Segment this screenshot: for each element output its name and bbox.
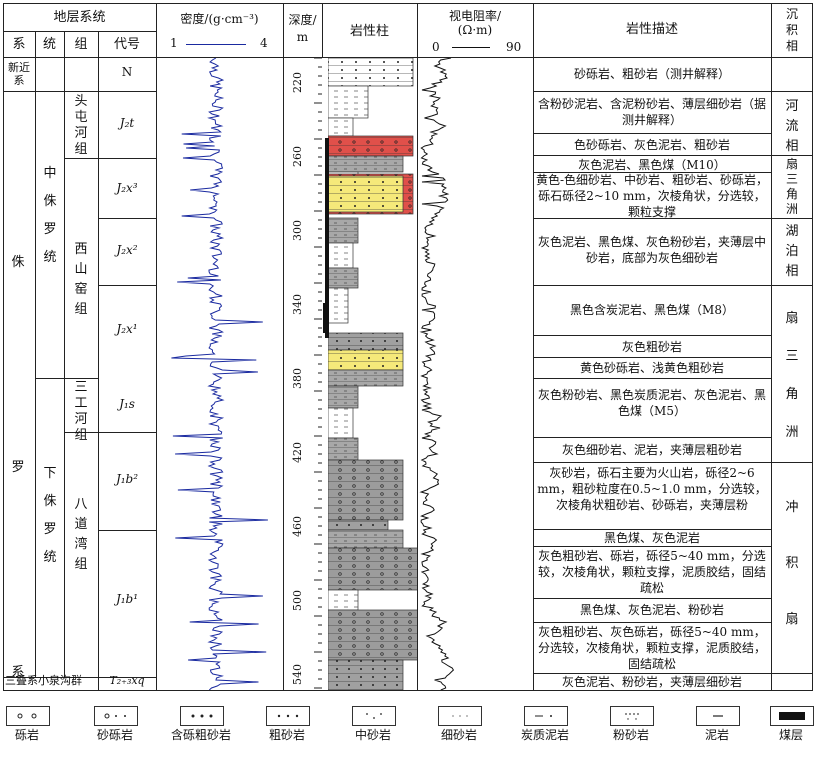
resistivity-unit: (Ω·m) — [457, 23, 493, 37]
legend-label-1: 砂砾岩 — [96, 728, 133, 742]
system-neogene: 新近系 — [8, 61, 30, 87]
depth-unit: m — [296, 30, 309, 44]
desc-8: 黄色砂砾岩、浅黄色粗砂岩 — [579, 361, 724, 375]
depth-tick-500: 500 — [291, 590, 304, 611]
desc-16: 灰色泥岩、粉砂岩，夹薄层细砂岩 — [561, 675, 742, 689]
legend-label-7: 粉砂岩 — [612, 728, 649, 742]
desc-11: 灰砂岩，砾石主要为火山岩，砾径2~6 mm，粗砂粒度在0.5~1.0 mm，分选… — [537, 466, 767, 512]
header-daihao: 代号 — [113, 37, 140, 52]
desc-6: 黑色含炭泥岩、黑色煤（M8） — [570, 303, 734, 317]
depth-title: 深度/ — [288, 13, 317, 27]
facies-fan-lower: 扇三角洲 — [785, 311, 799, 440]
desc-13: 灰色粗砂岩、砾岩，砾径5~40 mm，分选较，次棱角状，颗粒支撑，泥质胶结，固结… — [537, 549, 766, 595]
code-n: N — [121, 65, 133, 79]
legend-label-2: 含砾粗砂岩 — [170, 728, 231, 742]
code-j1b1: J₁b¹ — [115, 592, 139, 606]
desc-3: 灰色泥岩、黑色煤（M10） — [578, 158, 726, 172]
formation-sangonghe: 三工河组 — [74, 380, 88, 443]
legend-label-5: 细砂岩 — [440, 728, 477, 742]
depth-tick-380: 380 — [291, 368, 304, 389]
legend-label-8: 泥岩 — [704, 728, 729, 742]
desc-4: 黄色-色细砂岩、中砂岩、粗砂岩、砂砾岩，砾石砾径2~10 mm，次棱角状，分选较… — [535, 173, 769, 219]
depth-tick-540: 540 — [291, 664, 304, 685]
legend-label-9: 煤层 — [778, 728, 803, 742]
lith-desc-header: 岩性描述 — [625, 22, 678, 37]
legend-label-3: 粗砂岩 — [268, 728, 305, 742]
desc-10: 灰色细砂岩、泥岩，夹薄层粗砂岩 — [561, 443, 742, 457]
legend-label-6: 炭质泥岩 — [520, 728, 569, 742]
depth-tick-300: 300 — [291, 220, 304, 241]
code-j1b2: J₁b² — [115, 472, 139, 486]
header-tong: 统 — [42, 37, 56, 52]
facies-river: 河流相 — [785, 99, 799, 154]
depth-tick-340: 340 — [291, 294, 304, 315]
facies-lake: 湖泊相 — [785, 224, 799, 279]
lithology-column — [322, 58, 417, 690]
res-max: 90 — [506, 40, 522, 54]
desc-9: 灰色粉砂岩、黑色炭质泥岩、灰色泥岩、黑色煤（M5） — [537, 388, 766, 418]
legend-swatch-siltstone — [610, 706, 654, 726]
code-triassic: T₂₊₃xq — [109, 674, 145, 687]
density-title: 密度/(g·cm⁻³) — [180, 12, 259, 26]
legend-label-4: 中砂岩 — [354, 728, 391, 742]
code-j2t: J₂t — [119, 116, 135, 130]
desc-7: 灰色粗砂岩 — [621, 340, 682, 354]
resistivity-curve — [419, 58, 455, 690]
desc-1: 含粉砂泥岩、含泥粉砂岩、薄层细砂岩（据测井解释） — [537, 97, 766, 127]
depth-tick-420: 420 — [291, 442, 304, 463]
legend-swatch-pebbly-coarse-sandstone — [180, 706, 224, 726]
depth-tick-460: 460 — [291, 516, 304, 537]
formation-badaowan: 八道湾组 — [74, 497, 88, 572]
density-max: 4 — [260, 36, 268, 50]
code-j2x2: J₂x² — [116, 243, 138, 257]
facies-header: 沉积相 — [785, 7, 798, 53]
density-curve — [171, 58, 268, 690]
header-xi: 系 — [12, 37, 26, 52]
depth-tick-260: 260 — [291, 146, 304, 167]
system-jurassic: 侏罗系 — [11, 255, 25, 680]
series-lower: 下侏罗统 — [43, 466, 57, 565]
facies-fan-upper: 扇三角洲 — [785, 157, 798, 216]
legend-swatch-sandy-conglomerate — [94, 706, 138, 726]
resistivity-title: 视电阻率/ — [448, 9, 502, 23]
legend-swatch-coal-seam — [770, 706, 814, 726]
system-triassic: 三叠系小泉沟群 — [5, 674, 82, 687]
depth-tick-220: 220 — [291, 72, 304, 93]
lithology-header: 岩性柱 — [349, 24, 389, 39]
code-j1s: J₁s — [119, 397, 135, 411]
legend-swatch-conglomerate — [6, 706, 50, 726]
formation-xishanyao: 西山窑组 — [74, 242, 88, 317]
res-min: 0 — [432, 40, 440, 54]
desc-5: 灰色泥岩、黑色煤、灰色粉砂岩，夹薄层中砂岩，底部为灰色细砂岩 — [537, 235, 766, 265]
legend-swatch-carbonaceous-mudstone — [524, 706, 568, 726]
density-legend-line — [186, 44, 246, 45]
res-legend-line — [452, 47, 490, 48]
legend-swatch-coarse-sandstone — [266, 706, 310, 726]
legend-label-0: 砾岩 — [14, 728, 39, 742]
desc-14: 黑色煤、灰色泥岩、粉砂岩 — [579, 603, 724, 617]
code-j2x1: J₂x¹ — [116, 322, 138, 336]
strat-system-header: 地层系统 — [53, 10, 106, 25]
desc-0: 砂砾岩、粗砂岩（测井解释） — [573, 67, 730, 81]
density-min: 1 — [170, 36, 178, 50]
legend-swatch-fine-sandstone — [438, 706, 482, 726]
facies-alluvial: 冲积扇 — [785, 500, 799, 627]
legend-swatch-mudstone — [696, 706, 740, 726]
legend-swatch-medium-sandstone — [352, 706, 396, 726]
header-zu: 组 — [74, 37, 88, 52]
code-j2x3: J₂x³ — [116, 181, 138, 195]
desc-12: 黑色煤、灰色泥岩 — [603, 531, 700, 545]
formation-toutunhe: 头屯河组 — [74, 94, 88, 157]
desc-15: 灰色粗砂岩、灰色砾岩，砾径5~40 mm，分选较，次棱角状，颗粒支撑，泥质胶结，… — [537, 625, 766, 671]
desc-2: 色砂砾岩、灰色泥岩、粗砂岩 — [573, 138, 730, 152]
series-middle: 中侏罗统 — [43, 166, 57, 265]
